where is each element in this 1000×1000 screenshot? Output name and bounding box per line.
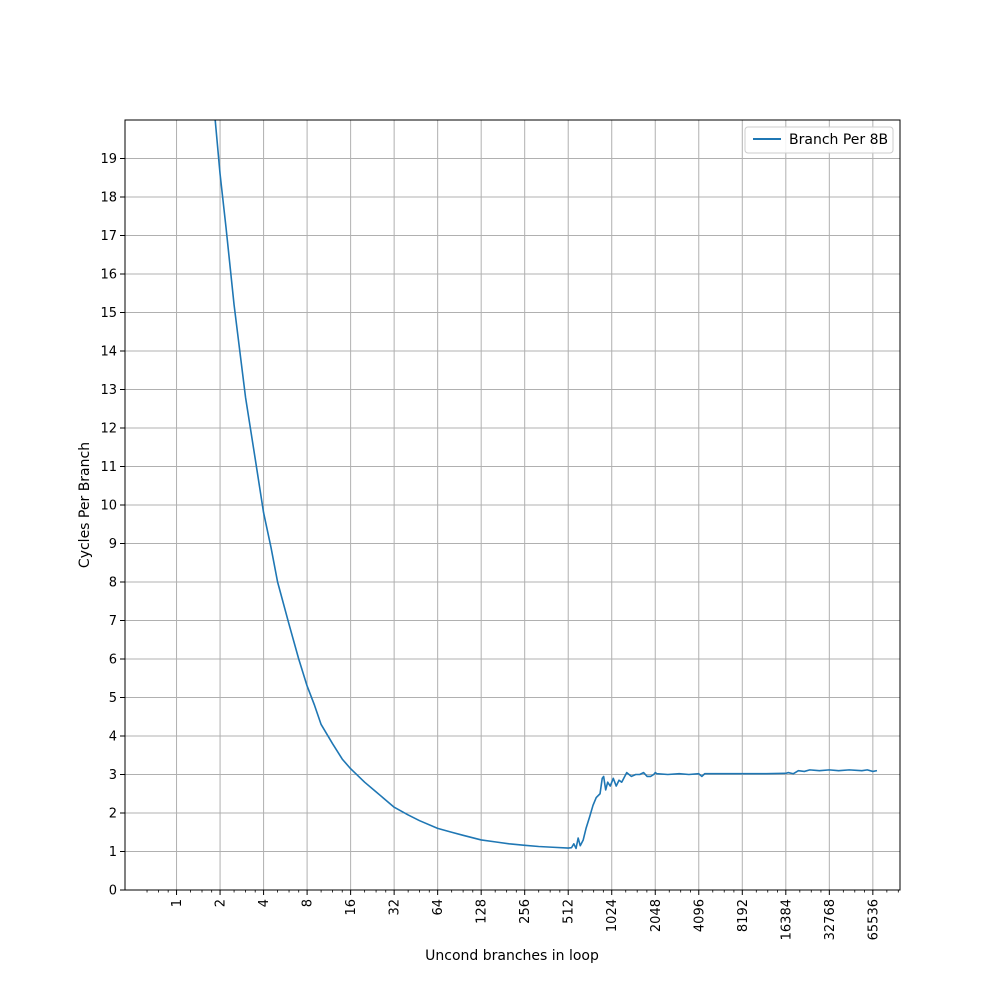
x-tick-label: 2048 — [649, 899, 664, 932]
y-tick-label: 12 — [100, 422, 117, 437]
plot-frame — [124, 119, 901, 891]
y-tick-label: 9 — [109, 537, 117, 552]
x-tick-label: 256 — [518, 899, 533, 924]
x-tick-label: 32 — [388, 899, 403, 916]
legend: Branch Per 8B — [744, 126, 894, 154]
y-axis-title: Cycles Per Branch — [77, 442, 93, 568]
y-tick-label: 17 — [100, 229, 117, 244]
y-tick-label: 2 — [109, 807, 117, 822]
x-tick-label: 8 — [301, 899, 316, 907]
x-tick-label: 65536 — [866, 899, 881, 940]
y-tick-label: 19 — [100, 152, 117, 167]
y-tick-label: 8 — [109, 576, 117, 591]
x-tick-label: 32768 — [823, 899, 838, 940]
y-tick-label: 1 — [109, 845, 117, 860]
x-axis-ticks: 1 2 4 8 16 32 64 128 256 512 1024 2048 4096 8192 16384… — [146, 890, 899, 940]
y-tick-label: 14 — [100, 345, 117, 360]
x-tick-label: 1 — [170, 899, 185, 907]
x-tick-label: 512 — [562, 899, 577, 924]
grid — [125, 120, 900, 891]
y-tick-label: 16 — [100, 268, 117, 283]
y-tick-label: 7 — [109, 614, 117, 629]
y-tick-label: 11 — [100, 460, 117, 475]
legend-label: Branch Per 8B — [789, 132, 888, 148]
y-tick-label: 4 — [109, 730, 117, 745]
x-tick-label: 2 — [214, 899, 229, 907]
series-line-0 — [214, 120, 878, 850]
x-tick-label: 16 — [344, 899, 359, 916]
x-tick-label: 1024 — [605, 899, 620, 932]
x-tick-label: 8192 — [736, 899, 751, 932]
y-tick-label: 0 — [109, 884, 117, 899]
y-tick-label: 6 — [109, 653, 117, 668]
x-tick-label: 4096 — [692, 899, 707, 932]
x-axis-title: Uncond branches in loop — [425, 948, 599, 964]
x-tick-label: 4 — [257, 899, 272, 907]
x-tick-label: 128 — [475, 899, 490, 924]
y-tick-label: 13 — [100, 383, 117, 398]
series-layer — [214, 120, 878, 850]
y-tick-label: 3 — [109, 768, 117, 783]
y-tick-label: 15 — [100, 306, 117, 321]
y-tick-label: 10 — [100, 499, 117, 514]
y-tick-label: 5 — [109, 691, 117, 706]
legend-box — [744, 126, 894, 154]
x-tick-label: 16384 — [779, 899, 794, 940]
x-tick-label: 64 — [431, 899, 446, 916]
y-tick-label: 18 — [100, 191, 117, 206]
